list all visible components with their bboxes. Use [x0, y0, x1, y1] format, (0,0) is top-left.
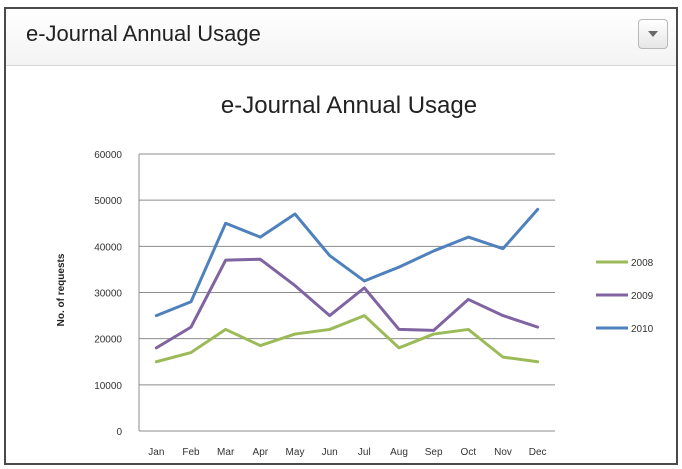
x-tick-label: Dec — [529, 447, 547, 458]
x-tick-label: Feb — [182, 447, 200, 458]
y-tick-label: 0 — [116, 427, 122, 438]
chevron-down-icon — [648, 31, 658, 37]
x-tick-label: Oct — [461, 447, 477, 458]
y-tick-label: 20000 — [94, 335, 122, 346]
panel-header: e-Journal Annual Usage — [6, 9, 676, 66]
x-tick-label: May — [286, 447, 305, 458]
legend-label: 2009 — [631, 291, 654, 302]
x-tick-label: Nov — [494, 447, 512, 458]
x-tick-label: Mar — [217, 447, 235, 458]
y-tick-label: 40000 — [94, 242, 122, 253]
legend-label: 2010 — [631, 324, 654, 335]
series-line-2009 — [154, 257, 540, 350]
series-line-2010 — [154, 207, 540, 318]
y-axis-label: No. of requests — [56, 253, 67, 326]
panel-menu-button[interactable] — [638, 19, 668, 49]
usage-line-chart: e-Journal Annual Usage No. of requests 0… — [56, 92, 654, 458]
legend-label: 2008 — [631, 258, 654, 269]
y-tick-label: 50000 — [94, 196, 122, 207]
x-tick-label: Jul — [358, 447, 371, 458]
usage-widget-panel: e-Journal Annual Usage e-Journal Annual … — [4, 7, 678, 465]
x-tick-label: Sep — [425, 447, 443, 458]
x-tick-label: Aug — [390, 447, 408, 458]
series-line-2008 — [154, 314, 540, 364]
y-tick-label: 30000 — [94, 289, 122, 300]
chart-area: e-Journal Annual Usage No. of requests 0… — [6, 66, 676, 463]
chart-title: e-Journal Annual Usage — [221, 92, 477, 119]
y-tick-label: 60000 — [94, 150, 122, 161]
y-tick-label: 10000 — [94, 381, 122, 392]
panel-title: e-Journal Annual Usage — [26, 21, 261, 46]
x-tick-label: Apr — [253, 447, 269, 458]
x-tick-label: Jun — [322, 447, 338, 458]
x-tick-label: Jan — [148, 447, 164, 458]
